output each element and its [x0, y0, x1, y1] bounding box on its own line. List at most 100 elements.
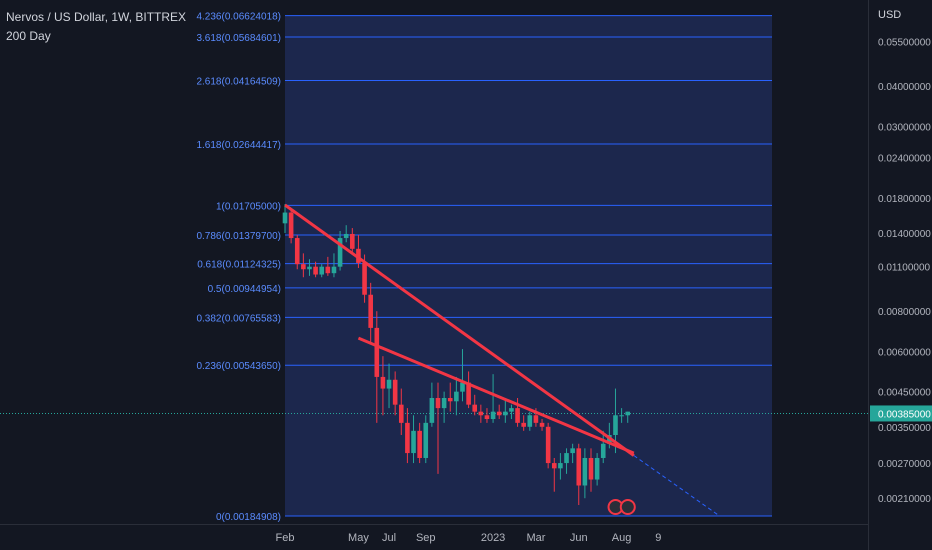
candle-body: [294, 238, 300, 265]
price-tick-label: 0.03000000: [878, 122, 931, 133]
candle: [417, 422, 422, 464]
candle-body: [545, 426, 551, 464]
fib-label: 0.5(0.00944954): [208, 284, 281, 295]
candle: [521, 415, 526, 431]
candle-body: [398, 404, 404, 423]
downtrend-line-lower: [357, 336, 635, 455]
time-tick-label: May: [348, 532, 369, 544]
candle-body: [484, 415, 490, 420]
candle: [350, 228, 355, 253]
candle-body: [368, 294, 373, 328]
candle: [594, 453, 600, 486]
candle-body: [356, 248, 361, 263]
fib-label: 2.618(0.04164509): [196, 77, 281, 88]
candle: [380, 356, 386, 416]
event-markers[interactable]: [607, 499, 636, 515]
time-axis-border: [0, 524, 868, 525]
time-tick-label: Aug: [612, 532, 632, 544]
candle: [325, 256, 331, 276]
candle: [460, 349, 465, 402]
candle-body: [588, 457, 594, 480]
fib-level-labels: 4.236(0.06624018) 3.618(0.05684601) 2.618(…: [196, 12, 281, 523]
candle-body: [472, 404, 478, 412]
candle: [331, 253, 337, 278]
time-tick-label: Jun: [570, 532, 588, 544]
candle: [503, 398, 508, 423]
candle-body: [288, 212, 294, 239]
candle-body: [429, 398, 435, 423]
candle-body: [466, 382, 471, 405]
candle: [466, 371, 471, 409]
candle-body: [301, 264, 306, 270]
price-tick-label: 0.04000000: [878, 82, 931, 93]
price-tick-label: 0.00800000: [878, 307, 931, 318]
candle-body: [570, 448, 575, 454]
candle-body: [362, 262, 367, 295]
price-tick-label: 0.02400000: [878, 154, 931, 165]
time-tick-label: 2023: [481, 532, 505, 544]
candle-body: [478, 411, 484, 416]
time-tick-label: Jul: [382, 532, 396, 544]
candle: [588, 448, 594, 492]
trend-projection: [633, 455, 720, 517]
candle-body: [521, 422, 526, 427]
indicator-label[interactable]: 200 Day: [6, 29, 51, 43]
symbol-title[interactable]: Nervos / US Dollar, 1W, BITTREX: [6, 10, 187, 24]
last-price-label: 0.00385000: [878, 409, 931, 420]
candle: [441, 391, 447, 423]
last-price-badge: [870, 405, 932, 422]
candle: [423, 415, 429, 464]
candle-body: [331, 266, 337, 274]
candle-body: [490, 411, 496, 420]
candle: [564, 448, 569, 474]
time-tick-label: Feb: [276, 532, 295, 544]
candle: [313, 261, 318, 278]
price-axis-background: [869, 0, 932, 550]
candle: [405, 408, 410, 464]
candle-body: [582, 457, 588, 486]
candle-body: [454, 391, 459, 402]
price-tick-label: 0.01400000: [878, 229, 931, 240]
candle-body: [619, 415, 624, 417]
candle-body: [392, 379, 398, 405]
candle: [539, 419, 545, 431]
candle: [496, 404, 502, 420]
candle: [454, 376, 459, 416]
fib-label: 3.618(0.05684601): [196, 33, 281, 44]
candle: [447, 382, 453, 412]
candle: [545, 422, 551, 469]
trend-lines[interactable]: [284, 203, 720, 517]
candle-body: [337, 238, 343, 267]
candle: [576, 443, 582, 506]
candle: [343, 225, 349, 243]
candle-body: [600, 443, 606, 458]
candle: [368, 282, 373, 343]
candle: [301, 253, 306, 278]
fib-label: 1(0.01705000): [216, 201, 281, 212]
candle: [570, 443, 575, 464]
candle: [319, 264, 325, 278]
fib-label: 0.382(0.00765583): [196, 313, 281, 324]
candle: [435, 382, 441, 474]
candle-body: [325, 266, 331, 274]
price-tick-label: 0.00600000: [878, 347, 931, 358]
candle-body: [411, 430, 416, 454]
fib-label: 1.618(0.02644417): [196, 140, 281, 151]
fib-label: 0.236(0.00543650): [196, 361, 281, 372]
candle: [478, 404, 484, 423]
candle-body: [509, 408, 514, 412]
price-tick-label: 0.00350000: [878, 423, 931, 434]
candle: [288, 209, 294, 244]
time-tick-label: 9: [655, 532, 661, 544]
time-axis[interactable]: Feb May Jul Sep 2023 Mar Jun Aug 9: [276, 532, 662, 544]
candle-body: [282, 212, 288, 224]
price-axis[interactable]: USD 0.05500000 0.04000000 0.03000000 0.02400…: [869, 0, 932, 550]
candle: [386, 363, 392, 409]
candle: [582, 448, 588, 499]
candle: [294, 234, 300, 270]
candle-body: [447, 398, 453, 402]
price-tick-label: 0.01100000: [878, 263, 931, 274]
candle: [527, 411, 533, 431]
candle-body: [503, 411, 508, 416]
